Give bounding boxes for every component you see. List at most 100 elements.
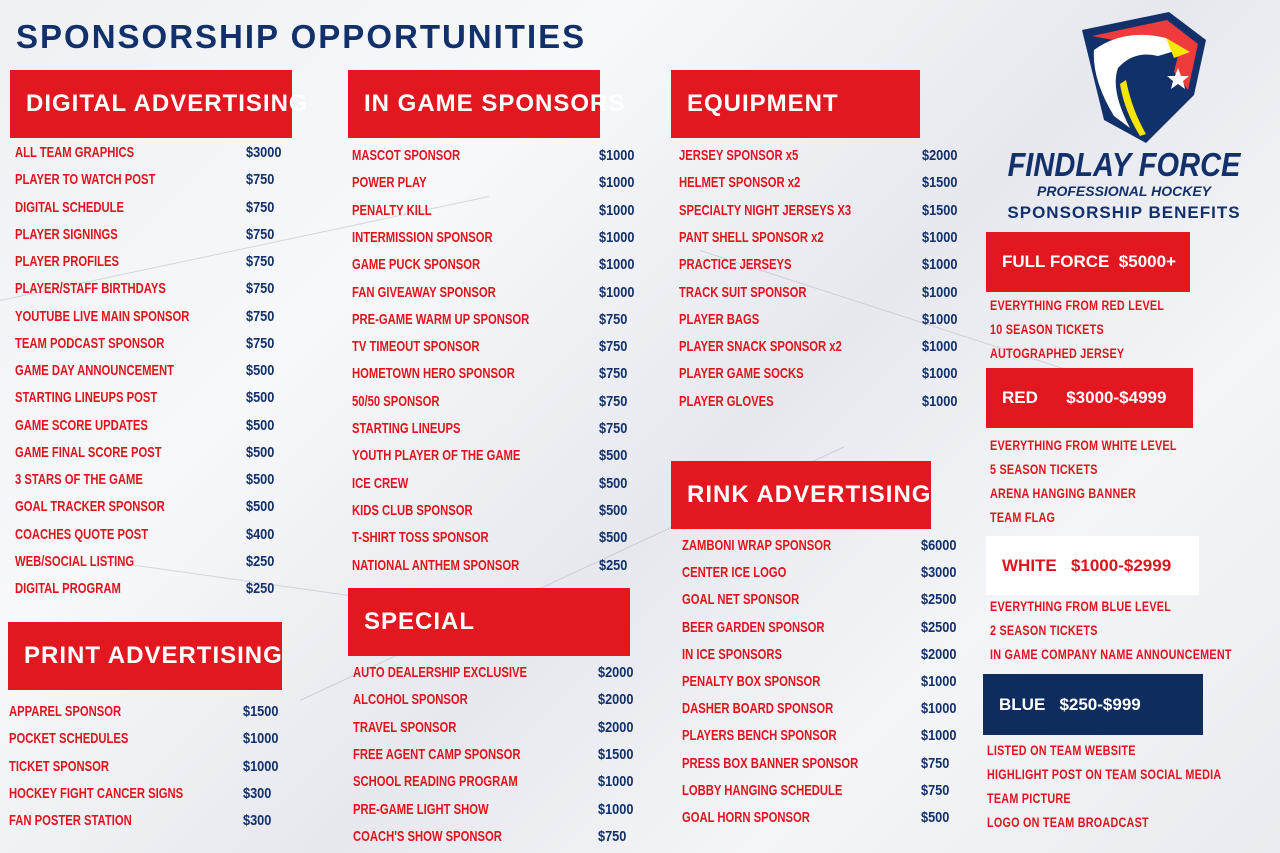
item-price: $1000: [921, 700, 957, 718]
item-name: JERSEY SPONSOR x5: [679, 147, 799, 164]
item-name: PRACTICE JERSEYS: [679, 256, 792, 274]
section-header-print: PRINT ADVERTISING: [8, 622, 282, 690]
item-name: PRE-GAME LIGHT SHOW: [353, 800, 489, 818]
item-name: PRESS BOX BANNER SPONSOR: [682, 754, 859, 772]
item-name: 3 STARS OF THE GAME: [15, 471, 143, 488]
tier-white: WHITE $1000-$2999: [986, 536, 1199, 595]
item-name: KIDS CLUB SPONSOR: [352, 501, 473, 519]
item-price: $500: [246, 498, 275, 516]
item-name: LOBBY HANGING SCHEDULE: [682, 781, 843, 799]
tier-benefit: LISTED ON TEAM WEBSITE: [987, 743, 1136, 758]
item-price: $1500: [922, 174, 958, 192]
item-price: $1000: [921, 673, 957, 690]
item-price: $3000: [921, 564, 957, 582]
item-name: STARTING LINEUPS: [352, 420, 461, 437]
item-name: ICE CREW: [352, 474, 409, 492]
item-name: DASHER BOARD SPONSOR: [682, 700, 834, 718]
item-price: $500: [246, 389, 275, 407]
item-name: POCKET SCHEDULES: [9, 730, 129, 748]
item-name: PRE-GAME WARM UP SPONSOR: [352, 310, 530, 328]
item-price: $1000: [243, 730, 279, 748]
item-price: $1000: [599, 228, 635, 246]
item-price: $500: [599, 501, 628, 519]
item-price: $1000: [922, 283, 958, 301]
item-name: GOAL TRACKER SPONSOR: [15, 498, 165, 516]
item-price: $750: [246, 171, 275, 189]
item-price: $750: [246, 198, 275, 216]
item-name: GOAL HORN SPONSOR: [682, 809, 810, 826]
tier-blue: BLUE $250-$999: [983, 674, 1203, 735]
item-name: NATIONAL ANTHEM SPONSOR: [352, 556, 520, 574]
item-price: $250: [246, 552, 275, 570]
item-price: $1500: [598, 745, 634, 763]
item-name: TRAVEL SPONSOR: [353, 718, 457, 736]
item-price: $250: [246, 580, 275, 597]
brand-tagline: PROFESSIONAL HOCKEY: [1037, 183, 1211, 199]
item-price: $750: [598, 827, 627, 845]
item-name: FAN POSTER STATION: [9, 812, 132, 830]
item-price: $750: [599, 365, 628, 383]
item-price: $1000: [921, 727, 957, 745]
section-header-digital: DIGITAL ADVERTISING: [10, 70, 308, 138]
item-name: 50/50 SPONSOR: [352, 392, 440, 410]
item-name: ALCOHOL SPONSOR: [353, 691, 468, 709]
item-name: T-SHIRT TOSS SPONSOR: [352, 529, 489, 547]
tier-benefit: EVERYTHING FROM BLUE LEVEL: [990, 599, 1172, 614]
item-name: PLAYER BAGS: [679, 310, 760, 328]
section-header-equipment: EQUIPMENT: [671, 70, 920, 138]
item-price: $500: [246, 416, 275, 434]
item-price: $500: [599, 474, 628, 492]
tier-benefit: ARENA HANGING BANNER: [990, 486, 1137, 501]
brand-name: FINDLAY FORCE: [1007, 146, 1241, 183]
item-name: SPECIALTY NIGHT JERSEYS X3: [679, 201, 852, 219]
section-header-ingame: IN GAME SPONSORS: [348, 70, 624, 138]
tier-benefit: 5 SEASON TICKETS: [990, 462, 1098, 477]
item-price: $1000: [598, 773, 634, 791]
item-price: $1000: [599, 283, 635, 301]
item-name: FAN GIVEAWAY SPONSOR: [352, 283, 496, 301]
tier-benefit: AUTOGRAPHED JERSEY: [990, 346, 1125, 361]
tier-benefit: TEAM FLAG: [990, 510, 1056, 525]
item-price: $500: [246, 443, 275, 461]
item-name: PENALTY BOX SPONSOR: [682, 673, 821, 690]
item-price: $750: [246, 307, 275, 325]
item-name: DIGITAL PROGRAM: [15, 580, 121, 597]
item-name: FREE AGENT CAMP SPONSOR: [353, 745, 521, 763]
tier-benefit: TEAM PICTURE: [987, 791, 1071, 806]
item-name: PLAYER SIGNINGS: [15, 225, 118, 243]
item-name: TV TIMEOUT SPONSOR: [352, 338, 480, 356]
item-name: GAME SCORE UPDATES: [15, 416, 148, 434]
item-name: ALL TEAM GRAPHICS: [15, 144, 135, 161]
eagle-shield-logo: [1082, 12, 1206, 143]
item-name: HELMET SPONSOR x2: [679, 174, 801, 192]
item-name: SCHOOL READING PROGRAM: [353, 773, 518, 791]
item-price: $1000: [599, 201, 635, 219]
item-price: $6000: [921, 537, 957, 554]
item-name: ZAMBONI WRAP SPONSOR: [682, 537, 832, 554]
item-name: PENALTY KILL: [352, 201, 432, 219]
item-price: $1000: [599, 174, 635, 192]
item-name: TEAM PODCAST SPONSOR: [15, 334, 165, 352]
item-name: PLAYER SNACK SPONSOR x2: [679, 338, 842, 356]
item-price: $1000: [598, 800, 634, 818]
item-price: $1000: [599, 256, 635, 274]
item-price: $750: [246, 334, 275, 352]
item-name: GAME FINAL SCORE POST: [15, 443, 162, 461]
item-name: APPAREL SPONSOR: [9, 703, 122, 720]
item-price: $750: [246, 225, 275, 243]
item-price: $400: [246, 525, 275, 543]
item-name: GAME DAY ANNOUNCEMENT: [15, 362, 174, 379]
item-name: POWER PLAY: [352, 174, 427, 192]
item-price: $500: [599, 529, 628, 547]
item-name: COACH'S SHOW SPONSOR: [353, 827, 502, 845]
item-price: $500: [246, 362, 275, 379]
item-price: $750: [246, 280, 275, 298]
item-name: BEER GARDEN SPONSOR: [682, 618, 825, 636]
item-name: DIGITAL SCHEDULE: [15, 198, 124, 216]
section-header-special: SPECIAL: [348, 588, 630, 656]
item-name: PANT SHELL SPONSOR x2: [679, 228, 824, 246]
item-price: $2500: [921, 618, 957, 636]
item-price: $750: [599, 392, 628, 410]
item-name: PLAYER PROFILES: [15, 253, 119, 270]
item-price: $750: [599, 338, 628, 356]
